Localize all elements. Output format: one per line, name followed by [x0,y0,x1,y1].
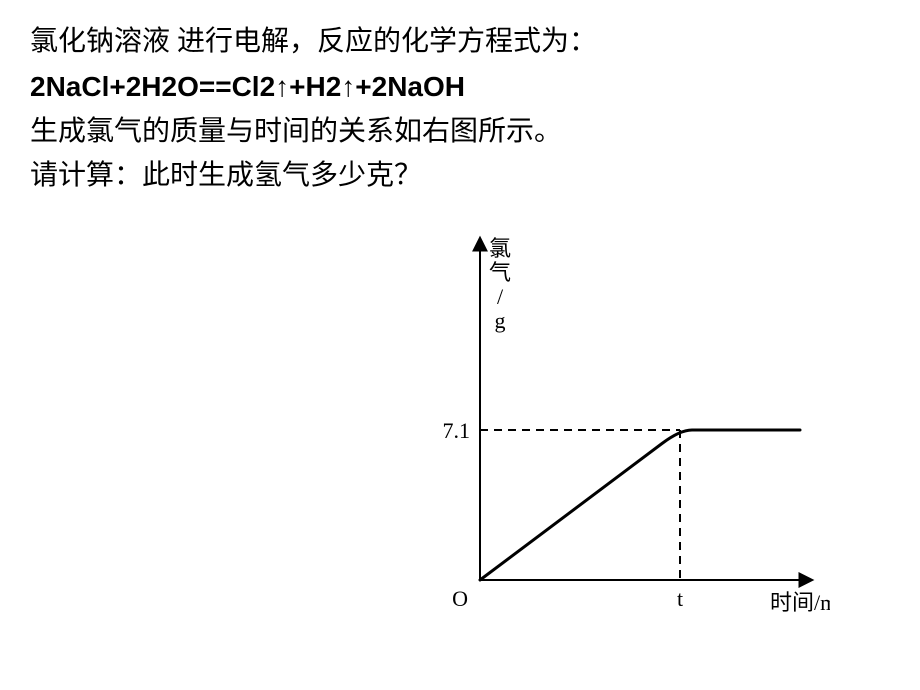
svg-text:气: 气 [489,260,511,285]
svg-text:7.1: 7.1 [443,418,471,443]
svg-text:O: O [452,586,468,611]
svg-text:t: t [677,586,683,611]
svg-text:氯: 氯 [489,236,511,261]
question-line-4: 请计算：此时生成氢气多少克？ [30,154,890,199]
svg-text:/: / [497,284,504,309]
chart-svg: 氯气/g 7.1 Ot 时间/min [400,230,830,630]
question-line-3: 生成氯气的质量与时间的关系如右图所示。 [30,110,890,155]
chemical-equation: 2NaCl+2H2O==Cl2↑+H2↑+2NaOH [30,65,890,110]
svg-text:时间/min: 时间/min [770,590,830,615]
question-line-1: 氯化钠溶液 进行电解，反应的化学方程式为： [30,20,890,65]
chlorine-time-chart: 氯气/g 7.1 Ot 时间/min [400,230,830,630]
svg-text:g: g [495,308,506,333]
